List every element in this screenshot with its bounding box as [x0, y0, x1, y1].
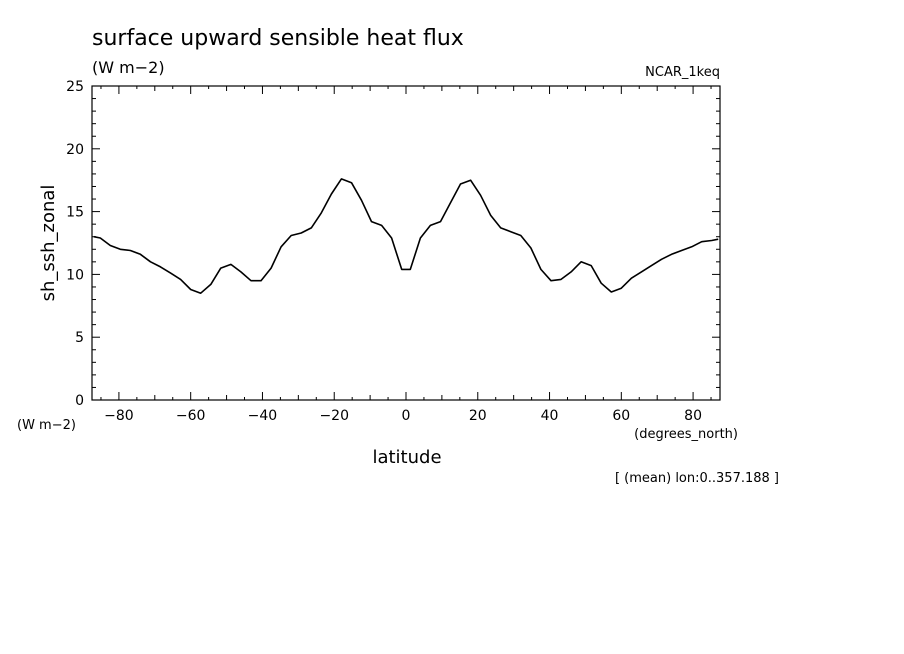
series-line-0 — [93, 178, 719, 295]
series-layer — [93, 178, 719, 295]
x-axis: −80 −60 −40 −20 0 20 40 60 80 — [100, 86, 712, 424]
y-axis: 0 5 10 15 20 25 — [66, 79, 720, 409]
x-tick-label: 80 — [684, 408, 702, 424]
x-tick-label: 60 — [612, 408, 630, 424]
y-tick-label: 0 — [75, 393, 84, 409]
x-tick-label: 20 — [469, 408, 487, 424]
y-axis-label: sh_ssh_zonal — [38, 185, 59, 302]
x-tick-label: −60 — [176, 408, 206, 424]
x-tick-label: −40 — [248, 408, 278, 424]
x-tick-label: 0 — [402, 408, 411, 424]
dataset-label: NCAR_1keq — [645, 65, 720, 80]
x-tick-label: −20 — [319, 408, 349, 424]
footnote: [ (mean) lon:0..357.188 ] — [615, 471, 779, 486]
x-axis-label: latitude — [372, 447, 441, 468]
x-tick-label: 40 — [541, 408, 559, 424]
y-tick-label: 25 — [66, 79, 84, 95]
x-tick-label: −80 — [104, 408, 134, 424]
y-tick-label: 5 — [75, 330, 84, 346]
y-tick-label: 15 — [66, 205, 84, 221]
chart-title: surface upward sensible heat flux — [92, 26, 464, 51]
title-units: (W m−2) — [92, 58, 165, 77]
y-axis-units: (W m−2) — [17, 418, 76, 433]
y-tick-label: 20 — [66, 142, 84, 158]
x-axis-units: (degrees_north) — [634, 427, 738, 442]
y-tick-label: 10 — [66, 267, 84, 283]
